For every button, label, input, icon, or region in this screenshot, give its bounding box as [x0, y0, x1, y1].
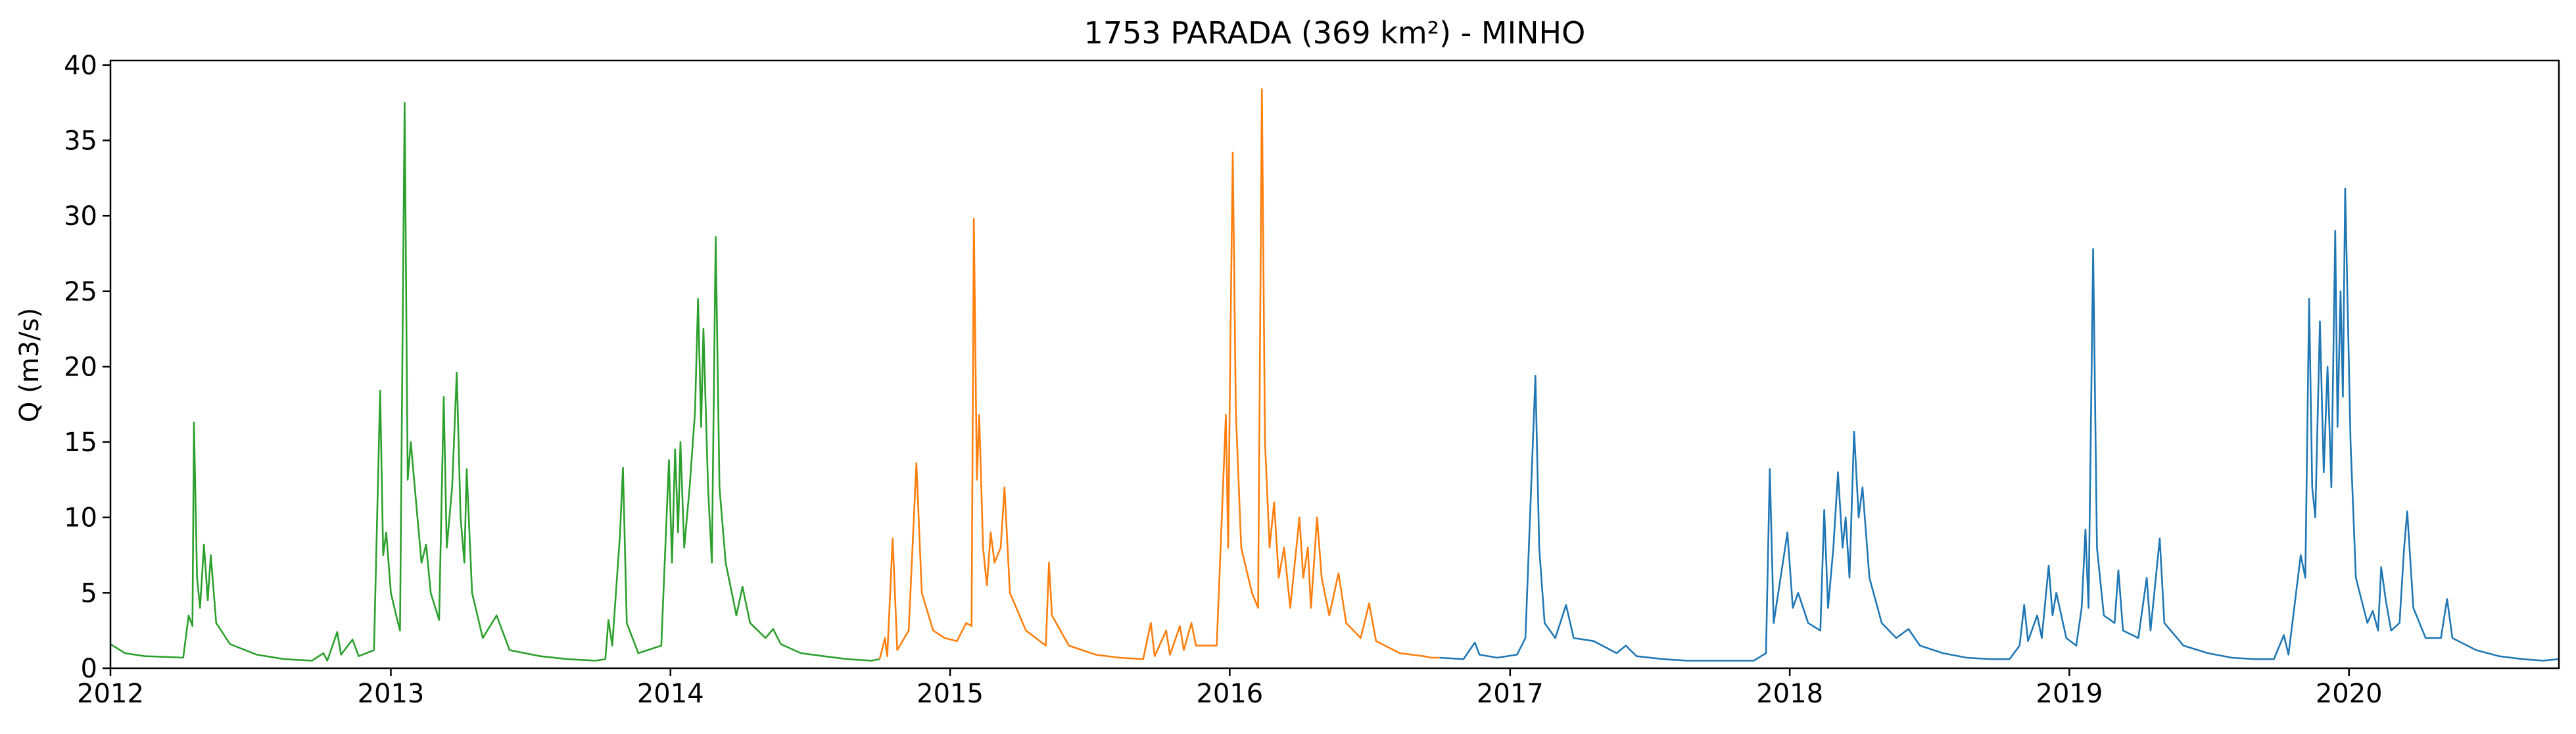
y-tick-label: 25	[64, 277, 97, 307]
y-tick-label: 35	[64, 126, 97, 157]
series-line-0	[110, 101, 880, 662]
y-tick-label: 10	[64, 503, 97, 533]
plot-frame	[109, 59, 2560, 670]
x-tick-label: 2017	[1477, 679, 1544, 709]
y-tick-label: 40	[64, 51, 97, 81]
x-tick-label: 2018	[1756, 679, 1823, 709]
x-tick-label: 2016	[1196, 679, 1263, 709]
x-tick-label: 2020	[2316, 679, 2383, 709]
chart-title: 1753 PARADA (369 km²) - MINHO	[1084, 15, 1586, 51]
series-layer	[110, 88, 2560, 662]
y-tick-label: 30	[64, 201, 97, 232]
x-tick-label: 2015	[917, 679, 984, 709]
series-line-2	[1439, 187, 2560, 662]
y-tick-label: 20	[64, 352, 97, 382]
series-line-1	[878, 88, 1440, 660]
y-tick-label: 15	[64, 428, 97, 458]
y-axis-label: Q (m3/s)	[14, 308, 45, 422]
tick-layer: 2012 2013 2014 2015 2016 2017 2018 2019 20200510…	[64, 51, 2383, 709]
x-tick-label: 2012	[77, 679, 144, 709]
x-tick-label: 2019	[2036, 679, 2103, 709]
y-tick-label: 0	[81, 654, 97, 684]
x-tick-label: 2014	[637, 679, 704, 709]
y-tick-label: 5	[81, 578, 97, 608]
x-tick-label: 2013	[358, 679, 425, 709]
